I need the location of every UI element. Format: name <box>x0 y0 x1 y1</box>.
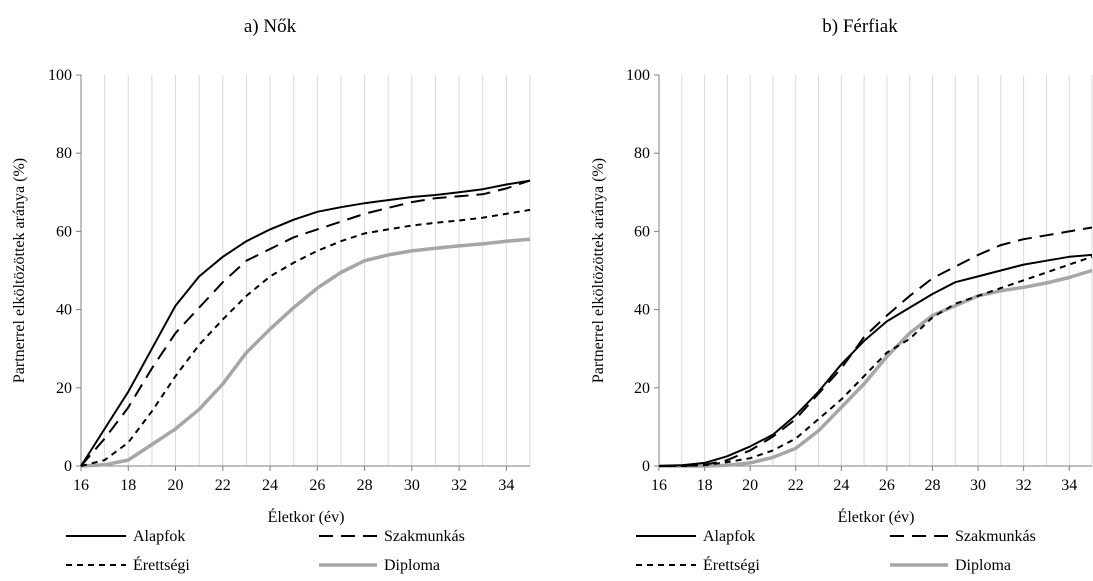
y-tick-label: 100 <box>626 67 650 84</box>
y-tick-label: 80 <box>56 145 72 162</box>
legend-label-alapfok: Alapfok <box>133 528 185 545</box>
y-tick-label: 20 <box>634 380 650 397</box>
x-tick-label: 34 <box>1061 477 1077 494</box>
chart-panel-women: a) Nők 0 20 40 60 80 100 16 18 20 22 24 26 28 30 32 34 Pa… <box>11 16 531 574</box>
legend-label-erettsegi: Érettségi <box>133 555 190 574</box>
x-tick-label: 30 <box>404 477 420 494</box>
x-tick-label: 22 <box>215 477 231 494</box>
x-tick-label: 18 <box>120 477 136 494</box>
series-line-erettsegi <box>80 208 531 467</box>
x-tick-label: 18 <box>697 477 713 494</box>
y-axis-label: Partnerrel elköltözöttek aránya (%) <box>590 158 607 383</box>
series-line-diploma <box>659 268 1093 468</box>
y-tick-label: 40 <box>634 302 650 319</box>
x-tick-label: 26 <box>309 477 325 494</box>
y-tick-label: 0 <box>64 458 72 475</box>
x-tick-label: 24 <box>833 477 849 494</box>
legend-label-szakmunkas: Szakmunkás <box>955 528 1036 545</box>
legend-label-diploma: Diploma <box>955 557 1011 574</box>
legend-label-diploma: Diploma <box>384 557 440 574</box>
x-tick-label: 34 <box>498 477 514 494</box>
x-tick-label: 30 <box>970 477 986 494</box>
y-tick-label: 60 <box>56 223 72 240</box>
series-line-szakmunkas <box>659 226 1093 467</box>
x-tick-label: 20 <box>168 477 184 494</box>
series-line-szakmunkas <box>80 179 531 467</box>
x-tick-label: 16 <box>651 477 667 494</box>
y-tick-label: 80 <box>634 145 650 162</box>
y-tick-label: 100 <box>48 67 72 84</box>
series-line-diploma <box>80 237 531 468</box>
x-tick-label: 16 <box>73 477 89 494</box>
x-tick-label: 32 <box>451 477 467 494</box>
x-tick-label: 24 <box>262 477 278 494</box>
y-tick-label: 20 <box>56 380 72 397</box>
x-tick-label: 26 <box>879 477 895 494</box>
y-tick-label: 60 <box>634 223 650 240</box>
chart-title: a) Nők <box>244 16 297 37</box>
x-tick-label: 28 <box>357 477 373 494</box>
series-line-erettsegi <box>659 255 1093 467</box>
legend-label-alapfok: Alapfok <box>703 528 755 545</box>
x-tick-label: 20 <box>742 477 758 494</box>
x-tick-label: 28 <box>924 477 940 494</box>
series-line-alapfok <box>658 253 1093 467</box>
x-tick-label: 22 <box>788 477 804 494</box>
chart-title: b) Férfiak <box>822 16 898 37</box>
y-tick-label: 40 <box>56 302 72 319</box>
x-tick-label: 32 <box>1016 477 1032 494</box>
x-axis-label: Életkor (év) <box>838 507 915 526</box>
y-axis-label: Partnerrel elköltözöttek aránya (%) <box>11 158 28 383</box>
y-tick-label: 0 <box>642 458 650 475</box>
chart-panel-men: b) Férfiak 0 20 40 60 80 100 16 18 20 22 24 26 28 30 32… <box>590 16 1093 574</box>
series-line-alapfok <box>80 179 531 467</box>
x-axis-label: Életkor (év) <box>268 507 345 526</box>
legend-label-erettsegi: Érettségi <box>703 555 760 574</box>
legend-label-szakmunkas: Szakmunkás <box>384 528 465 545</box>
